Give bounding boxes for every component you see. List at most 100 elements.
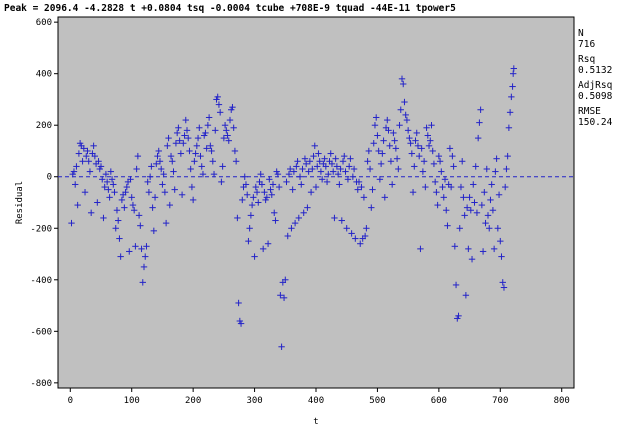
data-point — [413, 129, 420, 137]
data-point — [180, 140, 187, 147]
data-point — [257, 170, 264, 178]
data-point — [424, 132, 431, 139]
data-point — [352, 235, 359, 242]
data-point — [400, 80, 407, 88]
data-point — [186, 147, 193, 155]
data-point — [316, 158, 323, 165]
data-point — [255, 199, 262, 206]
data-point — [68, 219, 75, 227]
data-point — [309, 165, 316, 173]
data-point — [99, 176, 106, 183]
data-point — [334, 170, 342, 178]
x-tick-label: 0 — [68, 396, 73, 406]
data-point — [209, 158, 216, 165]
data-point — [473, 209, 481, 217]
data-point — [86, 168, 94, 175]
data-point — [156, 158, 164, 165]
data-point — [310, 152, 317, 160]
data-point — [84, 147, 91, 155]
data-point — [412, 137, 419, 144]
data-point — [159, 181, 166, 188]
y-tick-label: -200 — [30, 224, 52, 234]
data-point — [287, 165, 294, 173]
data-point — [459, 158, 466, 165]
data-point — [178, 191, 186, 198]
data-point — [133, 165, 140, 173]
data-point — [135, 212, 143, 219]
data-point — [446, 145, 454, 152]
data-point — [434, 201, 441, 209]
data-point — [368, 204, 375, 211]
data-point — [440, 194, 447, 201]
data-point — [439, 183, 446, 191]
data-point — [358, 183, 365, 191]
data-point — [158, 165, 165, 173]
data-point — [374, 132, 381, 139]
x-tick-label: 500 — [369, 396, 385, 406]
data-point — [74, 201, 81, 209]
data-point — [393, 155, 401, 162]
data-point — [81, 188, 89, 196]
x-tick-label: 400 — [308, 396, 324, 406]
data-point — [505, 124, 513, 131]
data-point — [282, 276, 289, 283]
data-point — [85, 158, 92, 165]
data-point — [140, 263, 148, 271]
data-point — [450, 163, 457, 170]
data-point — [259, 245, 267, 253]
data-point — [295, 214, 302, 222]
data-point — [477, 106, 484, 113]
data-point — [403, 116, 411, 124]
data-point — [105, 186, 112, 193]
data-point — [354, 186, 361, 193]
data-point — [164, 142, 171, 150]
data-point — [283, 178, 290, 186]
data-point — [467, 207, 474, 214]
data-point — [422, 183, 429, 191]
y-tick-label: -600 — [30, 327, 52, 337]
data-point — [444, 222, 451, 229]
y-tick-label: -400 — [30, 276, 52, 286]
data-point — [500, 284, 508, 291]
data-point — [411, 163, 418, 170]
x-tick-label: 300 — [246, 396, 262, 406]
data-point — [417, 245, 424, 253]
data-point — [139, 279, 146, 286]
data-point — [494, 225, 502, 232]
data-point — [402, 111, 409, 119]
data-point — [210, 170, 218, 178]
data-point — [451, 243, 459, 250]
data-point — [312, 183, 320, 191]
data-point — [275, 183, 283, 191]
data-point — [244, 191, 251, 198]
data-point — [166, 201, 173, 209]
data-point — [75, 150, 83, 157]
data-point — [108, 176, 116, 183]
data-point — [224, 132, 231, 139]
data-points — [68, 65, 517, 350]
data-point — [160, 170, 167, 178]
data-point — [472, 163, 479, 170]
data-point — [148, 163, 155, 170]
data-point — [460, 194, 467, 201]
data-point — [153, 160, 160, 168]
data-point — [242, 181, 250, 188]
data-point — [484, 212, 492, 219]
data-point — [170, 168, 177, 175]
data-point — [103, 178, 111, 186]
data-point — [441, 176, 449, 183]
stat-label: RMSE — [578, 106, 601, 117]
data-point — [481, 188, 488, 196]
data-point — [509, 70, 517, 77]
data-point — [91, 152, 99, 160]
data-point — [423, 124, 430, 131]
data-point — [301, 155, 309, 162]
data-point — [323, 178, 331, 186]
data-point — [387, 158, 395, 165]
data-point — [499, 279, 506, 286]
data-point — [380, 137, 387, 144]
data-point — [315, 150, 322, 157]
data-point — [199, 170, 207, 178]
data-point — [289, 186, 296, 193]
